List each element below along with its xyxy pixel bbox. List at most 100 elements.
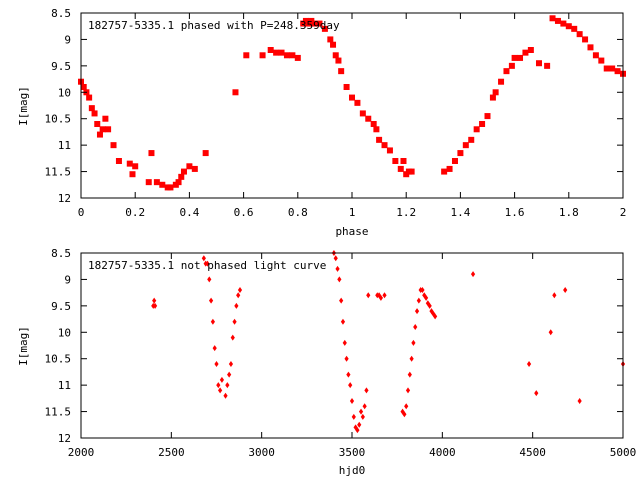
data-point (339, 297, 344, 304)
data-point (377, 292, 382, 299)
y-tick-label: 8.5 (51, 247, 71, 260)
data-point (446, 165, 453, 172)
phased-plot-frame (80, 12, 624, 199)
data-point (86, 94, 93, 101)
data-point (316, 20, 323, 27)
data-point (335, 57, 342, 64)
data-point (582, 36, 589, 43)
data-point (441, 168, 448, 175)
phased-chart-title: 182757-5335.1 phased with P=248.359day (88, 19, 340, 32)
y-tick-label: 8.5 (51, 7, 71, 20)
data-point (88, 105, 95, 112)
phased-chart-panel: 0 0.2 0.4 0.6 0.8 1 1.2 1.4 1.6 1.8 2 8.5 9 9.5 10 10.… (17, 7, 626, 238)
data-point (427, 302, 432, 309)
data-point (376, 136, 383, 143)
data-point (381, 142, 388, 149)
data-point (405, 387, 411, 394)
data-point (152, 297, 157, 304)
data-point (433, 313, 438, 320)
x-tick-label: 3500 (339, 446, 366, 459)
data-point (175, 179, 182, 186)
data-point (234, 302, 239, 309)
data-point (402, 411, 407, 418)
data-point (148, 150, 155, 157)
data-point (343, 84, 350, 90)
data-point (340, 318, 346, 325)
data-point (332, 52, 339, 59)
data-point (338, 68, 345, 75)
data-point (178, 173, 185, 180)
data-point (115, 158, 122, 164)
data-point (549, 15, 556, 22)
data-point (348, 382, 353, 389)
data-point (355, 427, 360, 434)
x-tick-label: 0 (78, 206, 85, 219)
x-tick-label: 5000 (610, 446, 637, 459)
data-point (552, 292, 557, 299)
data-point (413, 324, 418, 330)
data-point (236, 292, 241, 299)
data-point (311, 20, 318, 27)
data-point (423, 294, 429, 301)
y-tick-label: 10.5 (45, 113, 72, 126)
y-tick-label: 10.5 (45, 353, 72, 366)
data-point (126, 160, 133, 167)
x-tick-label: 4500 (519, 446, 546, 459)
y-tick-label: 12 (58, 192, 71, 205)
data-point (420, 287, 425, 293)
data-point (99, 126, 106, 133)
x-tick-label: 0.2 (125, 206, 145, 219)
data-point (201, 255, 206, 262)
data-point (129, 171, 136, 178)
data-point (237, 287, 243, 293)
data-point (534, 390, 539, 397)
data-point (544, 62, 551, 69)
x-tick-label: 1 (349, 206, 356, 219)
data-point (462, 142, 469, 149)
data-point (91, 110, 98, 117)
data-point (344, 355, 349, 362)
data-point (392, 158, 399, 164)
data-point (330, 41, 337, 48)
data-point (431, 310, 436, 317)
data-point (259, 52, 266, 59)
data-point (228, 361, 234, 367)
data-point (152, 302, 158, 309)
data-point (451, 158, 458, 164)
data-point (216, 382, 221, 389)
data-point (207, 276, 212, 283)
data-point (414, 308, 420, 315)
data-point (397, 165, 404, 172)
x-tick-label: 2 (620, 206, 627, 219)
data-point (145, 179, 152, 186)
data-point (327, 36, 334, 43)
data-point (349, 94, 355, 101)
data-point (565, 23, 572, 30)
unphased-plot-frame (80, 252, 624, 439)
data-point (576, 31, 583, 38)
data-point (289, 52, 296, 59)
data-point (457, 150, 464, 157)
data-point (577, 398, 582, 404)
data-point (479, 121, 486, 127)
data-point (230, 334, 235, 341)
data-point (508, 62, 515, 69)
data-point (153, 179, 160, 186)
data-point (225, 382, 230, 389)
unphased-y-axis-label: I[mag] (17, 326, 30, 366)
data-point (212, 345, 217, 352)
data-point (351, 413, 356, 420)
data-point (498, 78, 505, 85)
data-point (489, 94, 496, 101)
y-tick-label: 9.5 (51, 300, 71, 313)
data-point (232, 318, 237, 325)
data-point (587, 44, 594, 51)
x-tick-label: 0.8 (288, 206, 308, 219)
data-point (365, 115, 372, 122)
data-point (167, 184, 174, 191)
data-point (360, 413, 365, 420)
data-point (411, 339, 416, 346)
data-point (609, 65, 616, 72)
data-point (132, 163, 139, 170)
